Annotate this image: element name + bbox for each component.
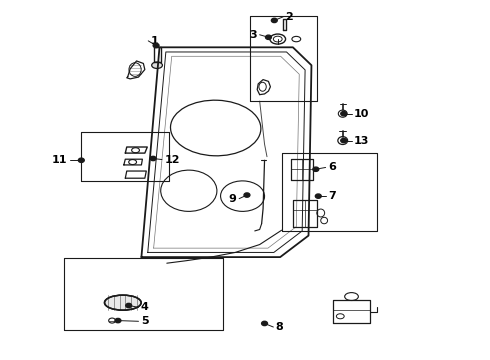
Text: 12: 12 [164,154,180,165]
Circle shape [262,321,268,325]
Circle shape [316,194,321,198]
Text: 1: 1 [151,36,158,46]
Circle shape [271,18,277,23]
Text: 9: 9 [229,194,237,204]
Text: 6: 6 [328,162,336,172]
Ellipse shape [152,62,162,68]
Circle shape [266,35,271,40]
Circle shape [313,167,319,171]
Text: 7: 7 [328,191,336,201]
Circle shape [126,303,132,308]
Text: 3: 3 [249,30,257,40]
Ellipse shape [104,295,141,310]
Text: 2: 2 [286,12,294,22]
Text: 8: 8 [276,322,284,332]
Circle shape [244,193,250,197]
Circle shape [341,138,346,143]
Circle shape [153,43,159,48]
Text: 5: 5 [141,316,148,326]
Circle shape [115,319,121,323]
Circle shape [150,156,156,161]
Text: 13: 13 [354,136,369,145]
Circle shape [78,158,84,162]
Text: 4: 4 [141,302,149,312]
Circle shape [341,112,346,116]
Text: 10: 10 [354,109,369,119]
Text: 11: 11 [52,155,68,165]
